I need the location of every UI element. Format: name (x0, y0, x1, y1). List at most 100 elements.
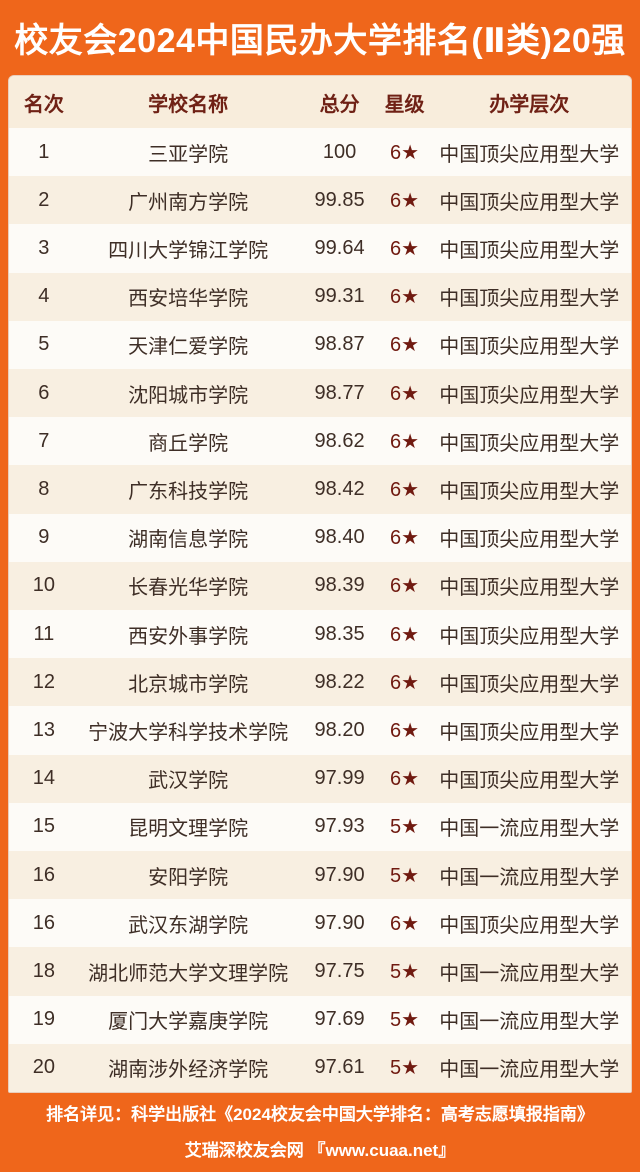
page-title: 校友会2024中国民办大学排名(Ⅱ类)20强 (14, 22, 626, 60)
score-cell: 98.39 (314, 574, 365, 597)
rank-cell: 15 (32, 815, 55, 838)
column-header-stars: 星级 (384, 93, 425, 116)
score-cell: 97.90 (314, 911, 365, 934)
school-cell: 四川大学锦江学院 (108, 240, 269, 262)
school-cell: 西安外事学院 (128, 625, 249, 648)
stars-cell: 6★ (390, 768, 420, 791)
table-row: 2 广州南方学院 99.85 6★ 中国顶尖应用型大学 (9, 176, 631, 225)
level-cell: 中国顶尖应用型大学 (439, 143, 620, 166)
stars-cell: 5★ (390, 1009, 420, 1032)
stars-cell: 6★ (390, 334, 420, 357)
table-row: 10 长春光华学院 98.39 6★ 中国顶尖应用型大学 (9, 561, 631, 611)
rank-cell: 2 (38, 188, 50, 211)
column-header-school: 学校名称 (148, 93, 229, 116)
footer-website-line: 艾瑞深校友会网 『www.cuaa.net』 (184, 1141, 456, 1160)
stars-cell: 6★ (390, 671, 420, 694)
stars-cell: 6★ (390, 623, 420, 646)
level-cell: 中国顶尖应用型大学 (439, 770, 620, 793)
level-cell: 中国一流应用型大学 (439, 818, 620, 841)
rank-cell: 10 (32, 574, 55, 597)
table-row: 8 广东科技学院 98.42 6★ 中国顶尖应用型大学 (9, 465, 631, 514)
school-cell: 北京城市学院 (128, 673, 249, 696)
stars-cell: 6★ (390, 527, 420, 550)
score-cell: 97.99 (314, 767, 365, 790)
rank-cell: 8 (38, 478, 50, 501)
table-row: 1 三亚学院 100 6★ 中国顶尖应用型大学 (9, 128, 631, 177)
table-row: 12 北京城市学院 98.22 6★ 中国顶尖应用型大学 (9, 658, 631, 707)
table-row: 7 商丘学院 98.62 6★ 中国顶尖应用型大学 (9, 417, 631, 466)
school-cell: 湖南信息学院 (128, 529, 249, 552)
rank-cell: 3 (38, 237, 50, 259)
column-header-level: 办学层次 (489, 93, 570, 116)
ranking-table: 名次 学校名称 总分 星级 办学层次 1 三亚学院 100 6★ 中国顶尖应用型大学 2 广… (8, 75, 632, 1093)
stars-cell: 6★ (390, 286, 420, 309)
score-cell: 98.20 (314, 719, 365, 742)
school-cell: 商丘学院 (148, 432, 229, 455)
school-cell: 昆明文理学院 (128, 818, 249, 841)
stars-cell: 6★ (390, 238, 420, 260)
school-cell: 天津仁爱学院 (128, 336, 249, 359)
score-cell: 99.64 (314, 237, 365, 259)
rank-cell: 5 (38, 333, 50, 356)
school-cell: 武汉东湖学院 (128, 914, 249, 937)
table-row: 18 湖北师范大学文理学院 97.75 5★ 中国一流应用型大学 (9, 947, 631, 996)
score-cell: 98.40 (314, 526, 365, 549)
school-cell: 广东科技学院 (128, 481, 249, 504)
footer: 排名详见：科学出版社《2024校友会中国大学排名：高考志愿填报指南》 艾瑞深校友… (0, 1093, 640, 1172)
level-cell: 中国顶尖应用型大学 (439, 914, 620, 937)
rank-cell: 19 (32, 1008, 55, 1031)
rank-cell: 4 (38, 285, 50, 308)
school-cell: 沈阳城市学院 (128, 384, 249, 407)
table-row: 4 西安培华学院 99.31 6★ 中国顶尖应用型大学 (9, 272, 631, 321)
level-cell: 中国顶尖应用型大学 (439, 481, 620, 504)
school-cell: 武汉学院 (148, 770, 229, 793)
table-row: 15 昆明文理学院 97.93 5★ 中国一流应用型大学 (9, 802, 631, 852)
column-header-rank: 名次 (23, 93, 64, 116)
stars-cell: 5★ (390, 1057, 420, 1080)
level-cell: 中国一流应用型大学 (439, 866, 620, 889)
level-cell: 中国一流应用型大学 (439, 1011, 620, 1034)
score-cell: 97.90 (314, 863, 365, 886)
school-cell: 广州南方学院 (128, 191, 249, 214)
score-cell: 99.85 (314, 188, 365, 211)
rank-cell: 9 (38, 526, 50, 549)
score-cell: 99.31 (314, 285, 365, 308)
table-row: 5 天津仁爱学院 98.87 6★ 中国顶尖应用型大学 (9, 320, 631, 370)
column-header-score: 总分 (319, 93, 360, 116)
stars-cell: 6★ (390, 382, 420, 405)
level-cell: 中国顶尖应用型大学 (439, 240, 620, 262)
stars-cell: 5★ (390, 816, 420, 839)
score-cell: 97.75 (314, 960, 365, 983)
level-cell: 中国一流应用型大学 (439, 963, 620, 986)
school-cell: 三亚学院 (148, 143, 229, 166)
score-cell: 98.42 (314, 478, 365, 501)
table-row: 14 武汉学院 97.99 6★ 中国顶尖应用型大学 (9, 754, 631, 803)
level-cell: 中国顶尖应用型大学 (439, 336, 620, 359)
level-cell: 中国顶尖应用型大学 (439, 432, 620, 455)
score-cell: 98.62 (314, 429, 365, 452)
score-cell: 98.35 (314, 622, 365, 645)
level-cell: 中国顶尖应用型大学 (439, 722, 620, 745)
rank-cell: 16 (32, 863, 55, 886)
level-cell: 中国顶尖应用型大学 (439, 577, 620, 600)
score-cell: 97.93 (314, 815, 365, 838)
school-cell: 西安培华学院 (128, 288, 249, 311)
rank-cell: 16 (32, 911, 55, 934)
stars-cell: 5★ (390, 961, 420, 984)
table-row: 11 西安外事学院 98.35 6★ 中国顶尖应用型大学 (9, 610, 631, 659)
level-cell: 中国顶尖应用型大学 (439, 384, 620, 407)
table-body: 1 三亚学院 100 6★ 中国顶尖应用型大学 2 广州南方学院 99.85 6★ 中国顶尖应用型… (9, 128, 631, 1092)
score-cell: 100 (322, 140, 357, 163)
footer-source-line: 排名详见：科学出版社《2024校友会中国大学排名：高考志愿填报指南》 (46, 1105, 594, 1124)
school-cell: 长春光华学院 (128, 577, 249, 600)
rank-cell: 7 (38, 429, 50, 452)
score-cell: 97.69 (314, 1008, 365, 1031)
rank-cell: 12 (32, 670, 55, 693)
stars-cell: 6★ (390, 141, 420, 164)
rank-cell: 18 (32, 960, 55, 983)
stars-cell: 6★ (390, 479, 420, 502)
level-cell: 中国顶尖应用型大学 (439, 529, 620, 552)
score-cell: 98.77 (314, 381, 365, 404)
stars-cell: 6★ (390, 430, 420, 453)
stars-cell: 6★ (390, 912, 420, 935)
